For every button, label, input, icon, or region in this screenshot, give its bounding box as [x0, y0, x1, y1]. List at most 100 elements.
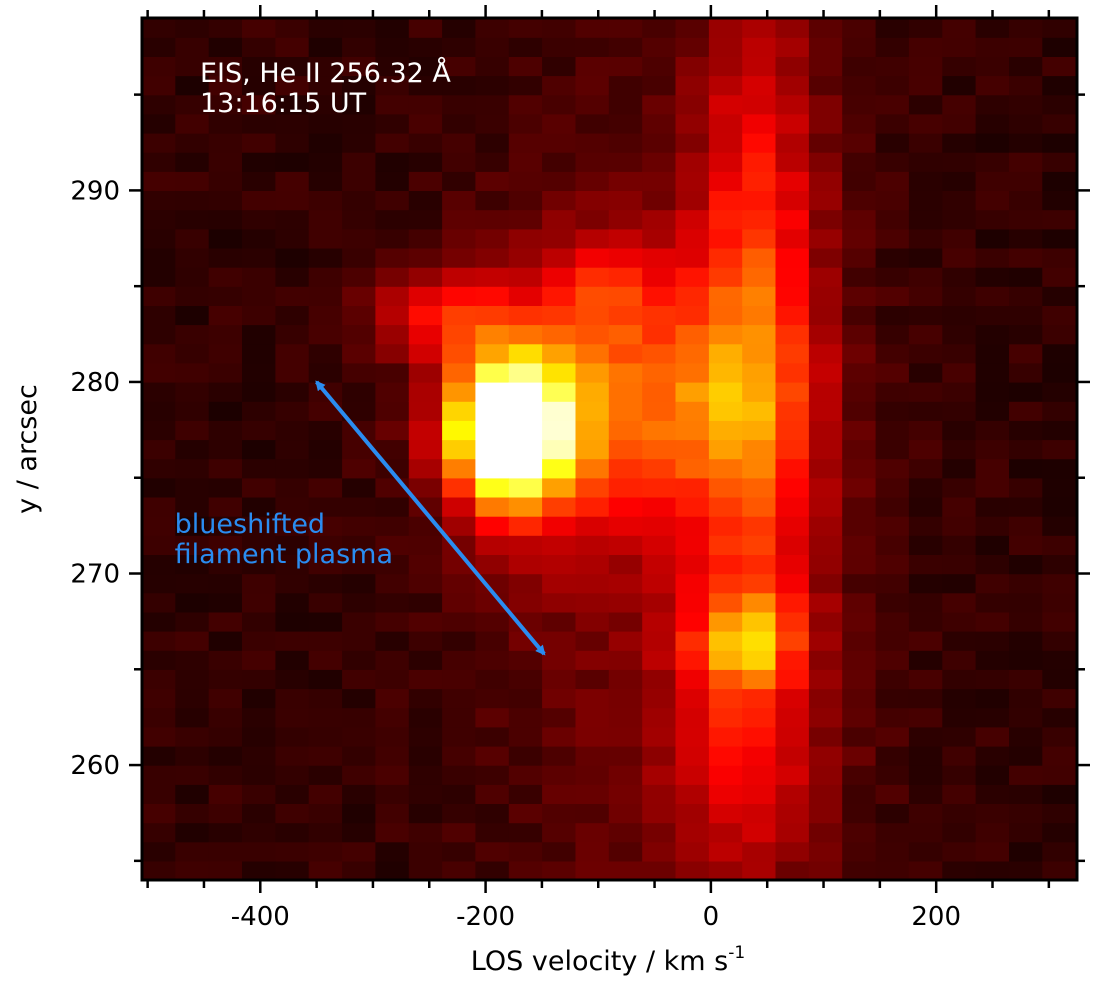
heatmap-cell [208, 286, 243, 306]
heatmap-cell [1075, 209, 1077, 230]
heatmap-cell [842, 803, 877, 824]
heatmap-cell [175, 37, 210, 57]
heatmap-cell [575, 439, 610, 460]
heatmap-cell [508, 382, 543, 402]
heatmap-cell [408, 382, 443, 402]
heatmap-cell [675, 420, 710, 441]
heatmap-cell [842, 18, 877, 38]
heatmap-cell [1009, 343, 1043, 364]
annotation-text-line-2: filament plasma [175, 539, 393, 570]
heatmap-cell [775, 765, 810, 785]
heatmap-cell [408, 477, 443, 498]
heatmap-cell [608, 745, 643, 766]
heatmap-cell [875, 286, 910, 306]
heatmap-cell [175, 401, 210, 421]
heatmap-cell [475, 496, 510, 517]
heatmap-cell [542, 841, 576, 862]
heatmap-cell [742, 420, 777, 441]
heatmap-cell [442, 803, 476, 824]
heatmap-cell [1042, 822, 1077, 843]
heatmap-cell [342, 286, 376, 306]
heatmap-cell [208, 343, 243, 364]
heatmap-cell [375, 784, 410, 804]
heatmap-cell [275, 650, 310, 670]
heatmap-cell [408, 324, 443, 345]
heatmap-cell [208, 592, 243, 613]
heatmap-cell [308, 75, 343, 96]
heatmap-cell [1075, 56, 1077, 77]
heatmap-cell [242, 420, 276, 441]
heatmap-cell [642, 228, 677, 249]
heatmap-cell [208, 496, 243, 517]
heatmap-cell [775, 803, 810, 824]
heatmap-cell [542, 113, 576, 134]
heatmap-cell [508, 209, 543, 230]
heatmap-cell [575, 171, 610, 191]
heatmap-cell [1042, 132, 1077, 153]
heatmap-cell [508, 592, 543, 613]
heatmap-cell [942, 420, 977, 441]
heatmap-cell [308, 267, 343, 287]
heatmap-cell [808, 171, 843, 191]
heatmap-cell [408, 362, 443, 383]
heatmap-cell [542, 267, 576, 287]
heatmap-cell [642, 458, 677, 479]
heatmap-cell [175, 784, 210, 804]
heatmap-cell [1042, 267, 1077, 287]
heatmap-cell [808, 765, 843, 785]
heatmap-cell [708, 765, 743, 785]
heatmap-cell [975, 535, 1010, 555]
heatmap-cell [442, 573, 476, 594]
heatmap-cell [342, 228, 376, 249]
heatmap-cell [442, 726, 476, 747]
heatmap-cell [942, 726, 977, 747]
heatmap-cell [542, 362, 576, 383]
heatmap-cell [275, 18, 310, 38]
heatmap-cell [875, 382, 910, 402]
heatmap-cell [875, 496, 910, 517]
heatmap-cell [275, 267, 310, 287]
heatmap-cell [1009, 784, 1043, 804]
heatmap-cell [708, 554, 743, 575]
heatmap-cell [975, 228, 1010, 249]
heatmap-cell [275, 841, 310, 862]
heatmap-cell [708, 56, 743, 77]
heatmap-cell [1075, 362, 1077, 383]
heatmap-cell [975, 784, 1010, 804]
heatmap-cell [242, 745, 276, 766]
heatmap-cell [875, 860, 910, 880]
heatmap-cell [242, 707, 276, 728]
heatmap-cell [1042, 535, 1077, 555]
heatmap-cell [575, 477, 610, 498]
heatmap-cell [1042, 286, 1077, 306]
heatmap-cell [942, 745, 977, 766]
heatmap-cell [608, 190, 643, 211]
heatmap-cell [975, 669, 1010, 690]
heatmap-cell [542, 496, 576, 517]
heatmap-cell [1042, 18, 1077, 38]
heatmap-cell [208, 267, 243, 287]
heatmap-cell [1042, 631, 1077, 651]
heatmap-cell [475, 841, 510, 862]
heatmap-cell [742, 247, 777, 268]
heatmap-cell [875, 75, 910, 96]
heatmap-cell [1075, 765, 1077, 785]
heatmap-cell [242, 305, 276, 326]
heatmap-cell [142, 745, 176, 766]
heatmap-cell [708, 362, 743, 383]
heatmap-cell [208, 247, 243, 268]
heatmap-cell [542, 784, 576, 804]
heatmap-cell [842, 37, 877, 57]
heatmap-cell [242, 247, 276, 268]
heatmap-cell [142, 401, 176, 421]
heatmap-cell [442, 650, 476, 670]
heatmap-cell [242, 18, 276, 38]
heatmap-cell [642, 803, 677, 824]
heatmap-cell [675, 267, 710, 287]
heatmap-cell [975, 554, 1010, 575]
heatmap-cell [642, 343, 677, 364]
heatmap-cell [308, 152, 343, 172]
heatmap-cell [708, 18, 743, 38]
heatmap-cell [142, 305, 176, 326]
heatmap-cell [675, 171, 710, 191]
